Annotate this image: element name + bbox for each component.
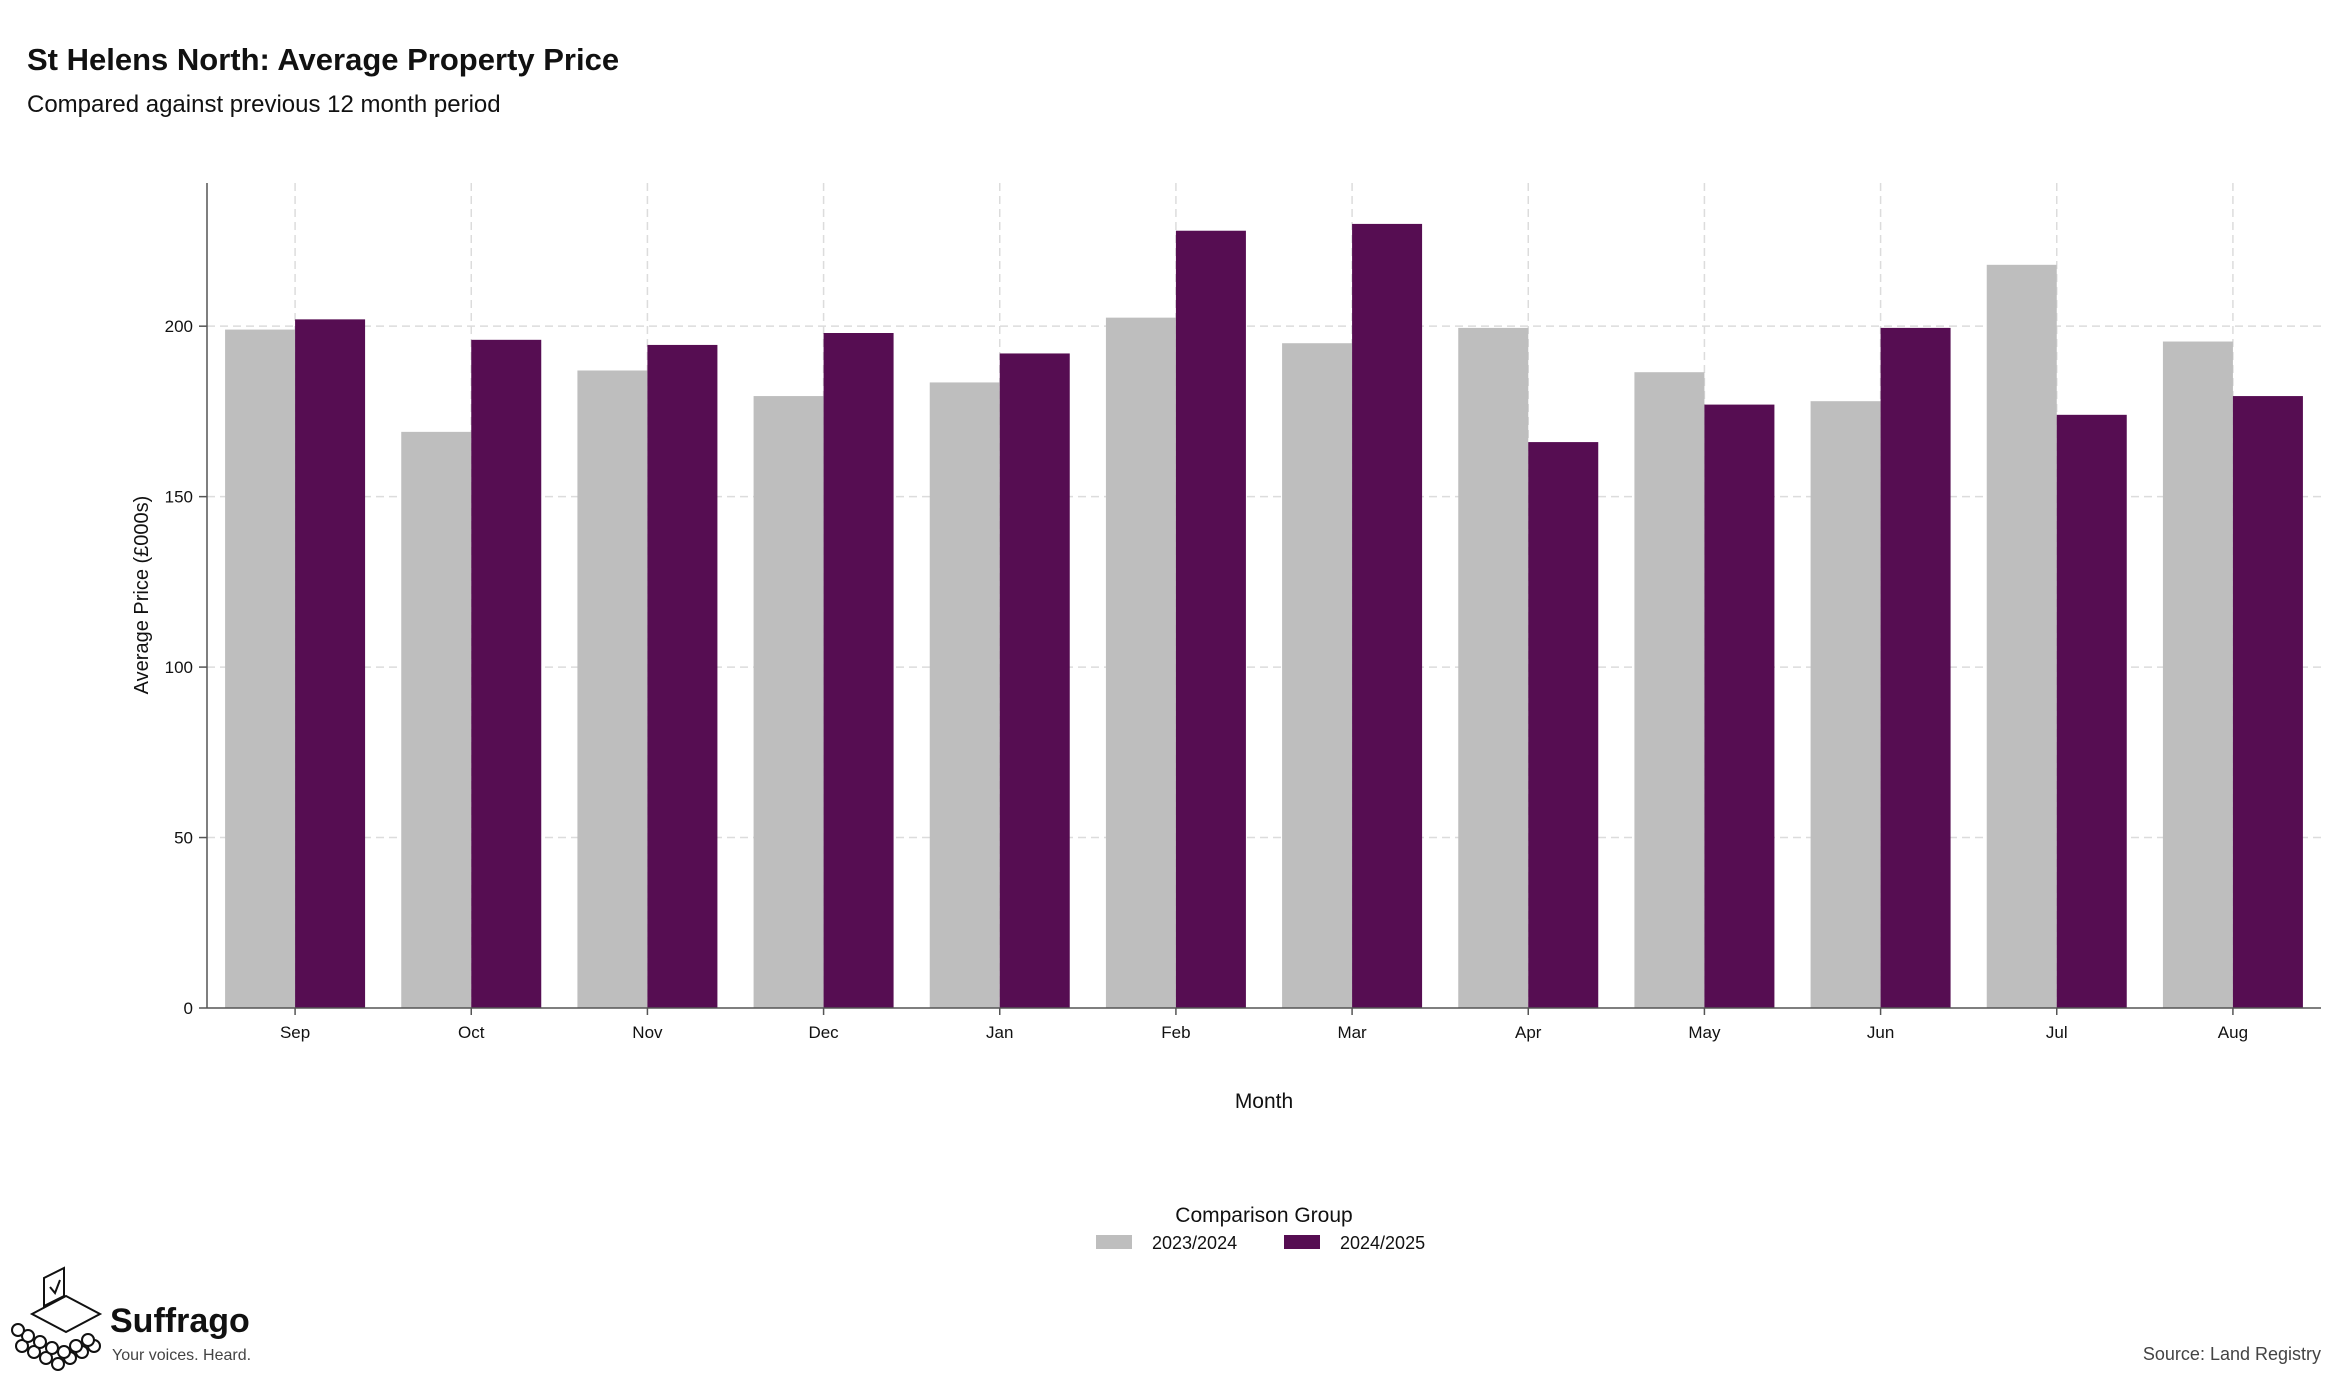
x-tick-label: Mar [1337,1023,1367,1042]
bar-2024-2025-mar [1352,223,1423,1009]
legend-swatch-2023-2024 [1096,1235,1132,1249]
bar-2024-2025-sep [295,319,366,1008]
legend-swatch-2024-2025 [1284,1235,1320,1249]
legend-label-2024-2025: 2024/2025 [1340,1233,1425,1253]
chart-subtitle: Compared against previous 12 month perio… [27,91,501,118]
x-tick-label: Apr [1515,1023,1542,1042]
x-tick-label: Jun [1867,1023,1894,1042]
bar-2023-2024-feb [1105,317,1176,1009]
source-note: Source: Land Registry [2143,1344,2321,1364]
legend: Comparison Group 2023/2024 2024/2025 [1096,1204,1425,1253]
x-tick-label: Feb [1161,1023,1190,1042]
y-axis-label: Average Price (£000s) [131,496,153,695]
x-tick-label: Dec [808,1023,839,1042]
y-tick-labels: 0 50 100 150 200 [165,317,207,1018]
brand-name: Suffrago [110,1302,250,1340]
x-tick-label: Sep [280,1023,310,1042]
y-tick-label: 0 [184,999,193,1018]
y-tick-label: 200 [165,317,193,336]
bar-2024-2025-aug [2232,396,2303,1008]
brand-tagline: Your voices. Heard. [112,1347,251,1364]
bar-2024-2025-may [1704,404,1775,1008]
bar-2023-2024-mar [1282,343,1353,1008]
bar-2023-2024-jan [929,382,1000,1008]
bar-2023-2024-apr [1458,327,1529,1008]
ballot-box-icon [11,1266,103,1371]
bar-2023-2024-may [1634,372,1705,1008]
bar-2024-2025-jul [2056,414,2127,1008]
y-tick-label: 50 [174,829,193,848]
bar-2024-2025-jun [1880,327,1951,1008]
bar-2023-2024-jul [1986,264,2057,1008]
bar-2024-2025-apr [1528,442,1599,1008]
bar-2023-2024-dec [753,396,824,1008]
x-tick-label: Aug [2218,1023,2248,1042]
x-tick-label: Jul [2046,1023,2068,1042]
x-tick-label: Oct [458,1023,485,1042]
x-axis-label: Month [1235,1090,1293,1113]
bar-2023-2024-jun [1810,401,1881,1008]
x-tick-label: May [1688,1023,1721,1042]
bar-2023-2024-sep [225,329,296,1008]
bar-2024-2025-oct [471,339,542,1008]
bar-2023-2024-oct [401,431,472,1008]
bar-2024-2025-dec [823,333,894,1008]
brand-logo: Suffrago Your voices. Heard. [11,1266,251,1371]
y-tick-label: 150 [165,488,193,507]
bar-2023-2024-nov [577,370,648,1008]
legend-label-2023-2024: 2023/2024 [1152,1233,1237,1253]
x-tick-label: Nov [632,1023,663,1042]
bar-2024-2025-jan [999,353,1070,1008]
bar-2024-2025-feb [1175,230,1246,1008]
bar-2024-2025-nov [647,344,718,1008]
legend-title: Comparison Group [1175,1204,1352,1227]
chart-title: St Helens North: Average Property Price [27,42,619,77]
bars [225,223,2303,1009]
y-tick-label: 100 [165,658,193,677]
x-tick-label: Jan [986,1023,1013,1042]
bar-2023-2024-aug [2162,341,2233,1009]
x-tick-labels: Sep Oct Nov Dec Jan Feb Mar Apr May Jun Jul Aug [280,1008,2248,1042]
